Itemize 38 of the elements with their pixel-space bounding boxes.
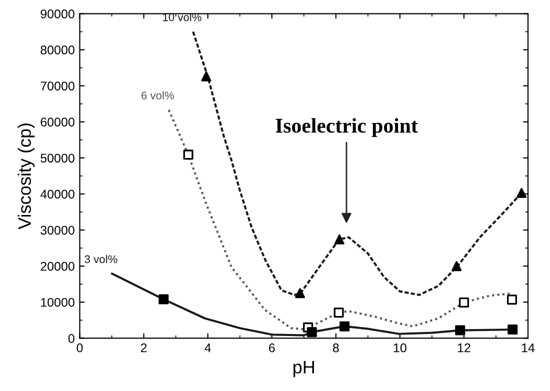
- point: [295, 288, 306, 298]
- point: [458, 298, 469, 308]
- y-axis-title: Viscosity (cp): [18, 124, 35, 230]
- x-tick-label: 8: [332, 343, 339, 352]
- x-tick-label: 14: [522, 344, 535, 352]
- annotation: Isoelectric point: [276, 118, 418, 138]
- y-tick-label: 20000: [40, 262, 74, 271]
- x-tick-label: 2: [140, 343, 147, 352]
- point: [452, 261, 462, 272]
- point: [516, 188, 527, 198]
- point: [455, 325, 466, 336]
- x-tick-label: 6: [269, 343, 275, 352]
- y-tick-label: 0: [68, 334, 74, 343]
- point: [158, 294, 169, 304]
- x-tick-label: 10: [394, 343, 406, 352]
- x-tick-label: 0: [76, 343, 83, 352]
- y-tick-label: 70000: [40, 82, 74, 90]
- series-label: 6 vol%: [142, 91, 174, 100]
- x-tick-label: 12: [458, 343, 470, 352]
- point: [506, 294, 517, 305]
- point: [340, 321, 350, 332]
- point: [508, 324, 518, 335]
- x-axis-title: pH: [294, 360, 314, 378]
- y-tick-label: 10000: [41, 298, 74, 307]
- y-tick-label: 80000: [40, 46, 74, 54]
- point: [334, 308, 344, 318]
- y-tick-label: 40000: [40, 190, 74, 199]
- point: [201, 71, 212, 82]
- y-tick-label: 60000: [40, 118, 74, 127]
- y-tick-label: 50000: [40, 154, 74, 163]
- y-tick-label: 30000: [40, 226, 74, 235]
- point: [306, 327, 317, 338]
- y-tick-label: 90000: [40, 9, 74, 18]
- series-label: 3 vol%: [84, 254, 118, 264]
- series-label: 10 vol%: [163, 13, 202, 22]
- x-tick-label: 4: [204, 344, 211, 352]
- point: [334, 234, 344, 244]
- point: [183, 150, 194, 160]
